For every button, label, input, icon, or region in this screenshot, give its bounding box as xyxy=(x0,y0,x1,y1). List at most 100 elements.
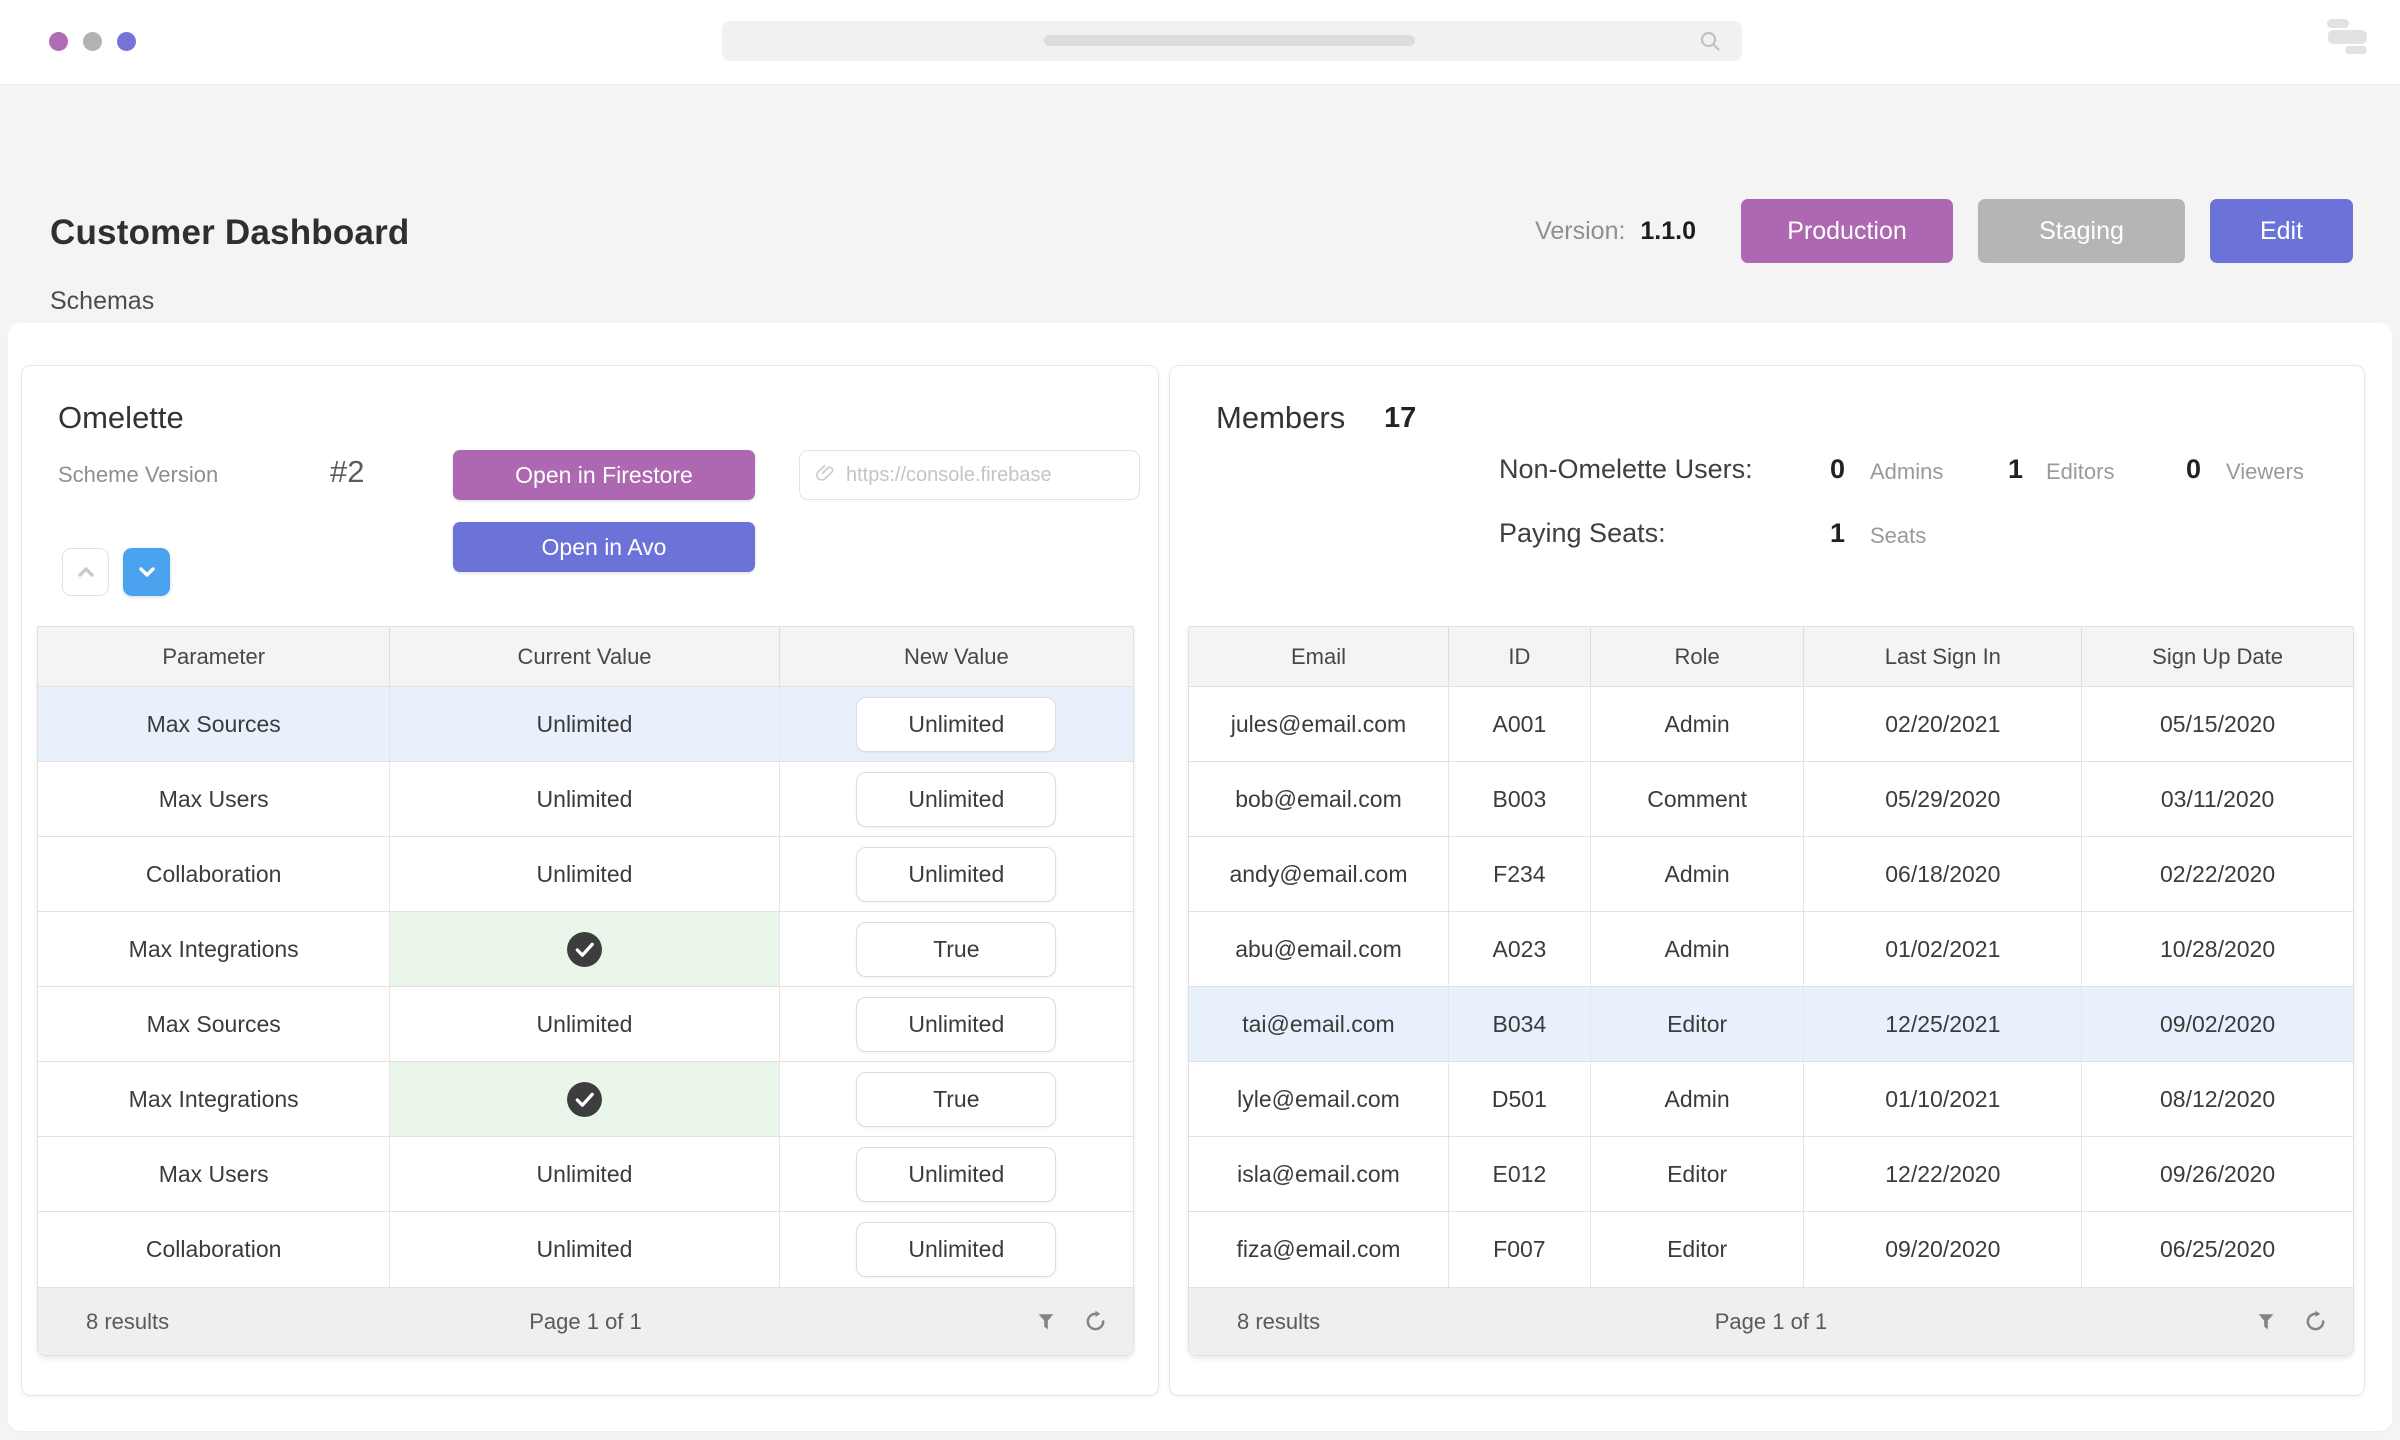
check-circle-icon xyxy=(567,1081,602,1117)
cell-id: B003 xyxy=(1449,762,1591,836)
edit-button[interactable]: Edit xyxy=(2210,199,2353,263)
results-count: 8 results xyxy=(86,1308,170,1334)
cell-role: Editor xyxy=(1591,1212,1805,1287)
cell-email: abu@email.com xyxy=(1189,912,1449,986)
table-row[interactable]: abu@email.com A023 Admin 01/02/2021 10/2… xyxy=(1189,912,2353,987)
parameters-table-header: Parameter Current Value New Value xyxy=(38,627,1133,687)
cell-sign-up-date: 02/22/2020 xyxy=(2160,860,2276,887)
table-row[interactable]: Max Users Unlimited Unlimited xyxy=(38,1137,1133,1212)
table-row[interactable]: isla@email.com E012 Editor 12/22/2020 09… xyxy=(1189,1137,2353,1212)
production-button[interactable]: Production xyxy=(1741,199,1953,263)
open-in-avo-button[interactable]: Open in Avo xyxy=(453,522,755,572)
table-row[interactable]: Max Sources Unlimited Unlimited xyxy=(38,687,1133,762)
page-header: Customer Dashboard Schemas Version: 1.1.… xyxy=(0,85,2400,323)
cell-new-value: Unlimited xyxy=(780,1137,1133,1211)
col-header-email: Email xyxy=(1189,627,1449,686)
cell-new-value: Unlimited xyxy=(780,762,1133,836)
table-row[interactable]: fiza@email.com F007 Editor 09/20/2020 06… xyxy=(1189,1212,2353,1287)
col-header-parameter: Parameter xyxy=(38,627,391,686)
version-up-button[interactable] xyxy=(62,548,109,596)
refresh-icon[interactable] xyxy=(1084,1310,1107,1333)
cell-last-sign-in: 06/18/2020 xyxy=(1804,837,2083,911)
search-icon[interactable] xyxy=(1698,29,1722,58)
window-dot-indigo[interactable] xyxy=(117,32,136,51)
cell-id: E012 xyxy=(1449,1137,1591,1211)
chevron-down-icon xyxy=(138,567,155,577)
cell-parameter: Max Users xyxy=(38,762,391,836)
cell-sign-up-date: 09/26/2020 xyxy=(2160,1160,2276,1187)
filter-icon[interactable] xyxy=(2255,1311,2277,1333)
window-dot-purple[interactable] xyxy=(49,32,68,51)
menu-icon[interactable] xyxy=(2327,19,2367,54)
cell-role: Admin xyxy=(1591,1062,1805,1136)
parameters-table: Parameter Current Value New Value Max So… xyxy=(37,626,1134,1356)
col-header-current-value: Current Value xyxy=(390,627,780,686)
new-value-button[interactable]: Unlimited xyxy=(856,1222,1057,1277)
new-value-button[interactable]: True xyxy=(856,1071,1057,1127)
members-table: Email ID Role Last Sign In Sign Up Date … xyxy=(1188,626,2354,1356)
table-row[interactable]: Max Integrations True xyxy=(38,912,1133,987)
cell-current-value: Unlimited xyxy=(390,987,780,1061)
cell-email: isla@email.com xyxy=(1189,1137,1449,1211)
paying-seats-label: Paying Seats: xyxy=(1499,518,1666,548)
cell-new-value: Unlimited xyxy=(780,1212,1133,1287)
members-header: Members 17 Non-Omelette Users: 0 Admins … xyxy=(1170,366,2364,626)
search-bar[interactable] xyxy=(722,21,1742,61)
members-panel: Members 17 Non-Omelette Users: 0 Admins … xyxy=(1169,365,2365,1396)
window-dot-gray[interactable] xyxy=(83,32,102,51)
table-row[interactable]: andy@email.com F234 Admin 06/18/2020 02/… xyxy=(1189,837,2353,912)
cell-parameter: Max Users xyxy=(38,1137,391,1211)
filter-icon[interactable] xyxy=(1035,1311,1057,1333)
page-indicator: Page 1 of 1 xyxy=(1714,1308,1828,1334)
table-row[interactable]: Collaboration Unlimited Unlimited xyxy=(38,837,1133,912)
cell-sign-up-date: 08/12/2020 xyxy=(2160,1085,2276,1112)
cell-role: Editor xyxy=(1591,987,1805,1061)
new-value-button[interactable]: Unlimited xyxy=(856,1146,1057,1202)
col-header-new-value: New Value xyxy=(903,643,1009,669)
refresh-icon[interactable] xyxy=(2304,1310,2327,1333)
page-title: Customer Dashboard xyxy=(50,213,410,252)
main-panel: Omelette Scheme Version #2 Open in Fires… xyxy=(8,323,2392,1431)
new-value-button[interactable]: Unlimited xyxy=(856,771,1057,827)
table-row[interactable]: tai@email.com B034 Editor 12/25/2021 09/… xyxy=(1189,987,2353,1062)
cell-parameter: Collaboration xyxy=(38,837,391,911)
cell-id: F007 xyxy=(1449,1212,1591,1287)
version-down-button[interactable] xyxy=(123,548,170,596)
editors-value: 1 xyxy=(2008,454,2024,484)
cell-current-value: Unlimited xyxy=(390,1212,780,1287)
new-value-button[interactable]: True xyxy=(856,921,1057,977)
new-value-button[interactable]: Unlimited xyxy=(856,846,1057,902)
table-row[interactable]: jules@email.com A001 Admin 02/20/2021 05… xyxy=(1189,687,2353,762)
cell-role: Admin xyxy=(1591,837,1805,911)
cell-parameter: Max Integrations xyxy=(38,1062,391,1136)
new-value-button[interactable]: Unlimited xyxy=(856,996,1057,1052)
cell-last-sign-in: 01/02/2021 xyxy=(1804,912,2083,986)
cell-id: F234 xyxy=(1449,837,1591,911)
seats-value: 1 xyxy=(1830,518,1846,548)
cell-current-value: Unlimited xyxy=(390,762,780,836)
search-placeholder-bar xyxy=(1044,35,1415,46)
cell-current-value xyxy=(390,912,780,986)
open-in-firestore-button[interactable]: Open in Firestore xyxy=(453,450,755,500)
parameters-table-footer: 8 results Page 1 of 1 xyxy=(38,1287,1133,1355)
table-row[interactable]: Max Users Unlimited Unlimited xyxy=(38,762,1133,837)
table-row[interactable]: bob@email.com B003 Comment 05/29/2020 03… xyxy=(1189,762,2353,837)
cell-current-value: Unlimited xyxy=(390,1137,780,1211)
cell-email: tai@email.com xyxy=(1189,987,1449,1061)
cell-id: A001 xyxy=(1449,687,1591,761)
col-header-last-sign-in: Last Sign In xyxy=(1804,627,2083,686)
members-table-header: Email ID Role Last Sign In Sign Up Date xyxy=(1189,627,2353,687)
firebase-url-input[interactable] xyxy=(846,463,1127,487)
table-row[interactable]: Max Sources Unlimited Unlimited xyxy=(38,987,1133,1062)
version-value: 1.1.0 xyxy=(1640,216,1696,245)
staging-button[interactable]: Staging xyxy=(1978,199,2185,263)
table-row[interactable]: Max Integrations True xyxy=(38,1062,1133,1137)
table-row[interactable]: Collaboration Unlimited Unlimited xyxy=(38,1212,1133,1287)
cell-email: lyle@email.com xyxy=(1189,1062,1449,1136)
firebase-url-field[interactable] xyxy=(799,450,1140,500)
page-subtitle: Schemas xyxy=(50,287,155,315)
table-row[interactable]: lyle@email.com D501 Admin 01/10/2021 08/… xyxy=(1189,1062,2353,1137)
cell-sign-up-date: 05/15/2020 xyxy=(2160,710,2276,737)
new-value-button[interactable]: Unlimited xyxy=(856,696,1057,752)
cell-last-sign-in: 05/29/2020 xyxy=(1804,762,2083,836)
